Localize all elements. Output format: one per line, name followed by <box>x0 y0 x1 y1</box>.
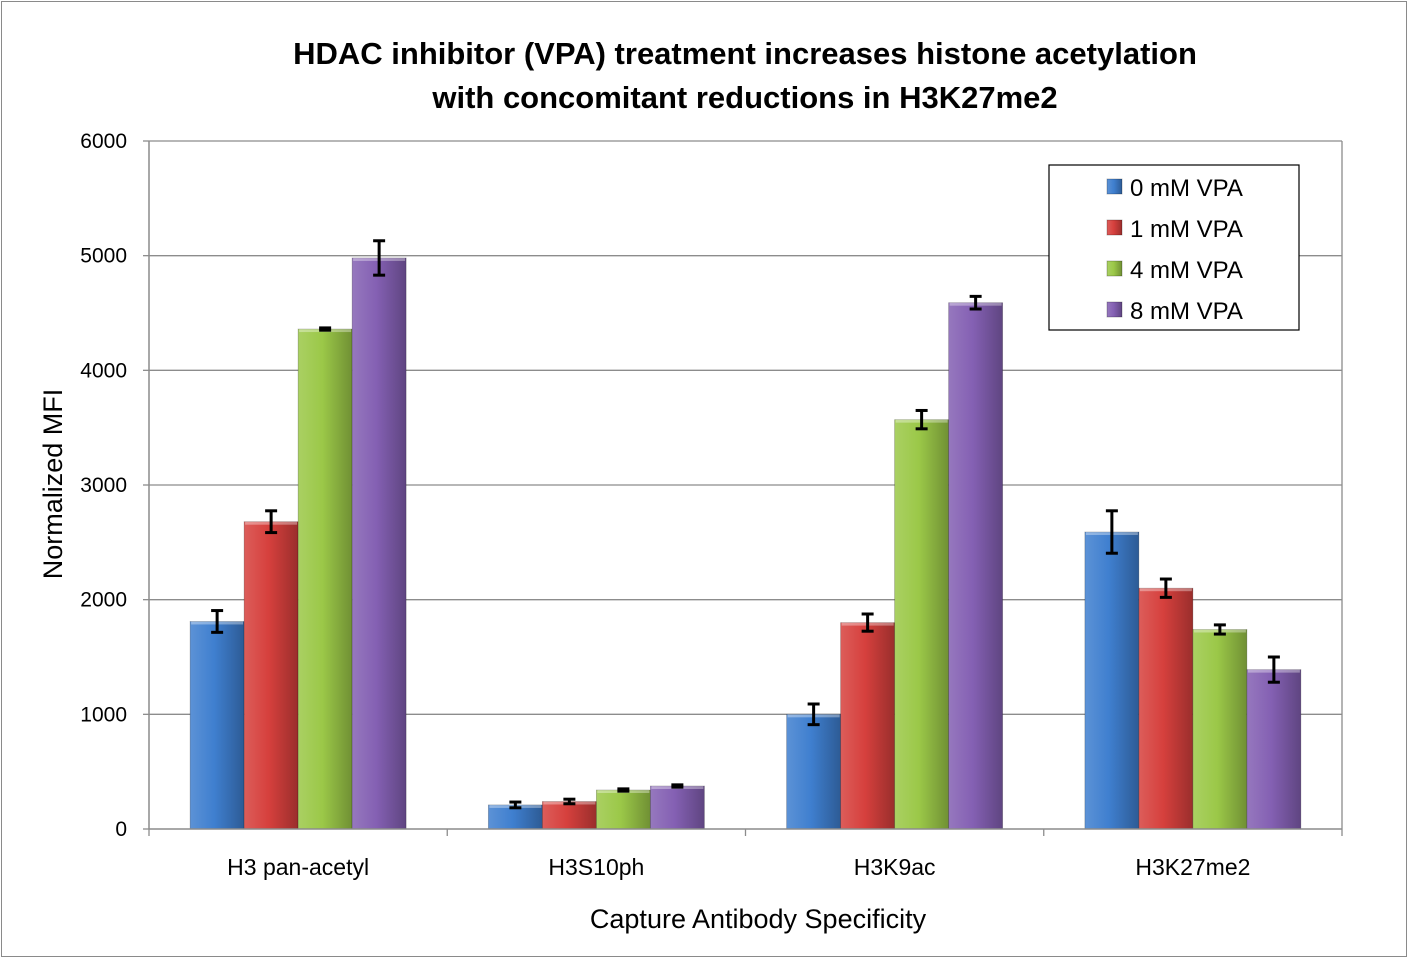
bar-0-2 <box>297 328 353 830</box>
bar-2-1 <box>840 622 896 830</box>
bar-1-3 <box>649 785 705 830</box>
bar-1-1 <box>541 801 597 830</box>
bar-2-0 <box>786 713 842 830</box>
bar-3-2 <box>1192 629 1248 830</box>
legend-label: 8 mM VPA <box>1130 298 1243 325</box>
legend-label: 4 mM VPA <box>1130 257 1243 284</box>
y-axis-title: Normalized MFI <box>38 389 68 580</box>
bar-3-0 <box>1084 531 1140 830</box>
legend-swatch <box>1106 178 1123 195</box>
x-tick-label: H3K9ac <box>854 854 936 880</box>
bars-group <box>189 239 1302 830</box>
bar-3-3 <box>1246 669 1302 830</box>
y-tick-label: 2000 <box>80 589 127 612</box>
tick-labels: 0 1000 2000 3000 4000 5000 6000 H3 pan-acetyl H3… <box>80 130 1250 880</box>
x-tick-label: H3K27me2 <box>1135 854 1250 880</box>
chart-title-line-2: with concomitant reductions in H3K27me2 <box>431 80 1057 115</box>
legend-label: 0 mM VPA <box>1130 175 1243 202</box>
y-tick-label: 6000 <box>80 130 127 153</box>
legend-swatch <box>1106 301 1123 318</box>
legend-box <box>1048 164 1300 331</box>
x-axis-title: Capture Antibody Specificity <box>590 904 927 934</box>
x-tick-label: H3 pan-acetyl <box>227 854 369 880</box>
legend: 0 mM VPA 1 mM VPA 4 mM VPA 8 mM VPA <box>1048 164 1300 331</box>
bar-1-2 <box>595 789 651 830</box>
legend-label: 1 mM VPA <box>1130 216 1243 243</box>
axes <box>143 140 1343 836</box>
y-tick-label: 4000 <box>80 359 127 382</box>
legend-swatch <box>1106 219 1123 236</box>
y-tick-label: 5000 <box>80 245 127 268</box>
bar-0-1 <box>243 521 299 830</box>
bar-2-2 <box>894 419 950 830</box>
bar-0-0 <box>189 621 245 830</box>
bar-3-1 <box>1138 587 1194 830</box>
chart-title-line-1: HDAC inhibitor (VPA) treatment increases… <box>293 36 1197 71</box>
legend-swatch <box>1106 260 1123 277</box>
x-tick-label: H3S10ph <box>548 854 644 880</box>
bar-2-3 <box>948 302 1004 830</box>
y-tick-label: 1000 <box>80 703 127 726</box>
y-tick-label: 3000 <box>80 474 127 497</box>
y-tick-label: 0 <box>115 818 127 841</box>
bar-0-3 <box>351 257 407 830</box>
